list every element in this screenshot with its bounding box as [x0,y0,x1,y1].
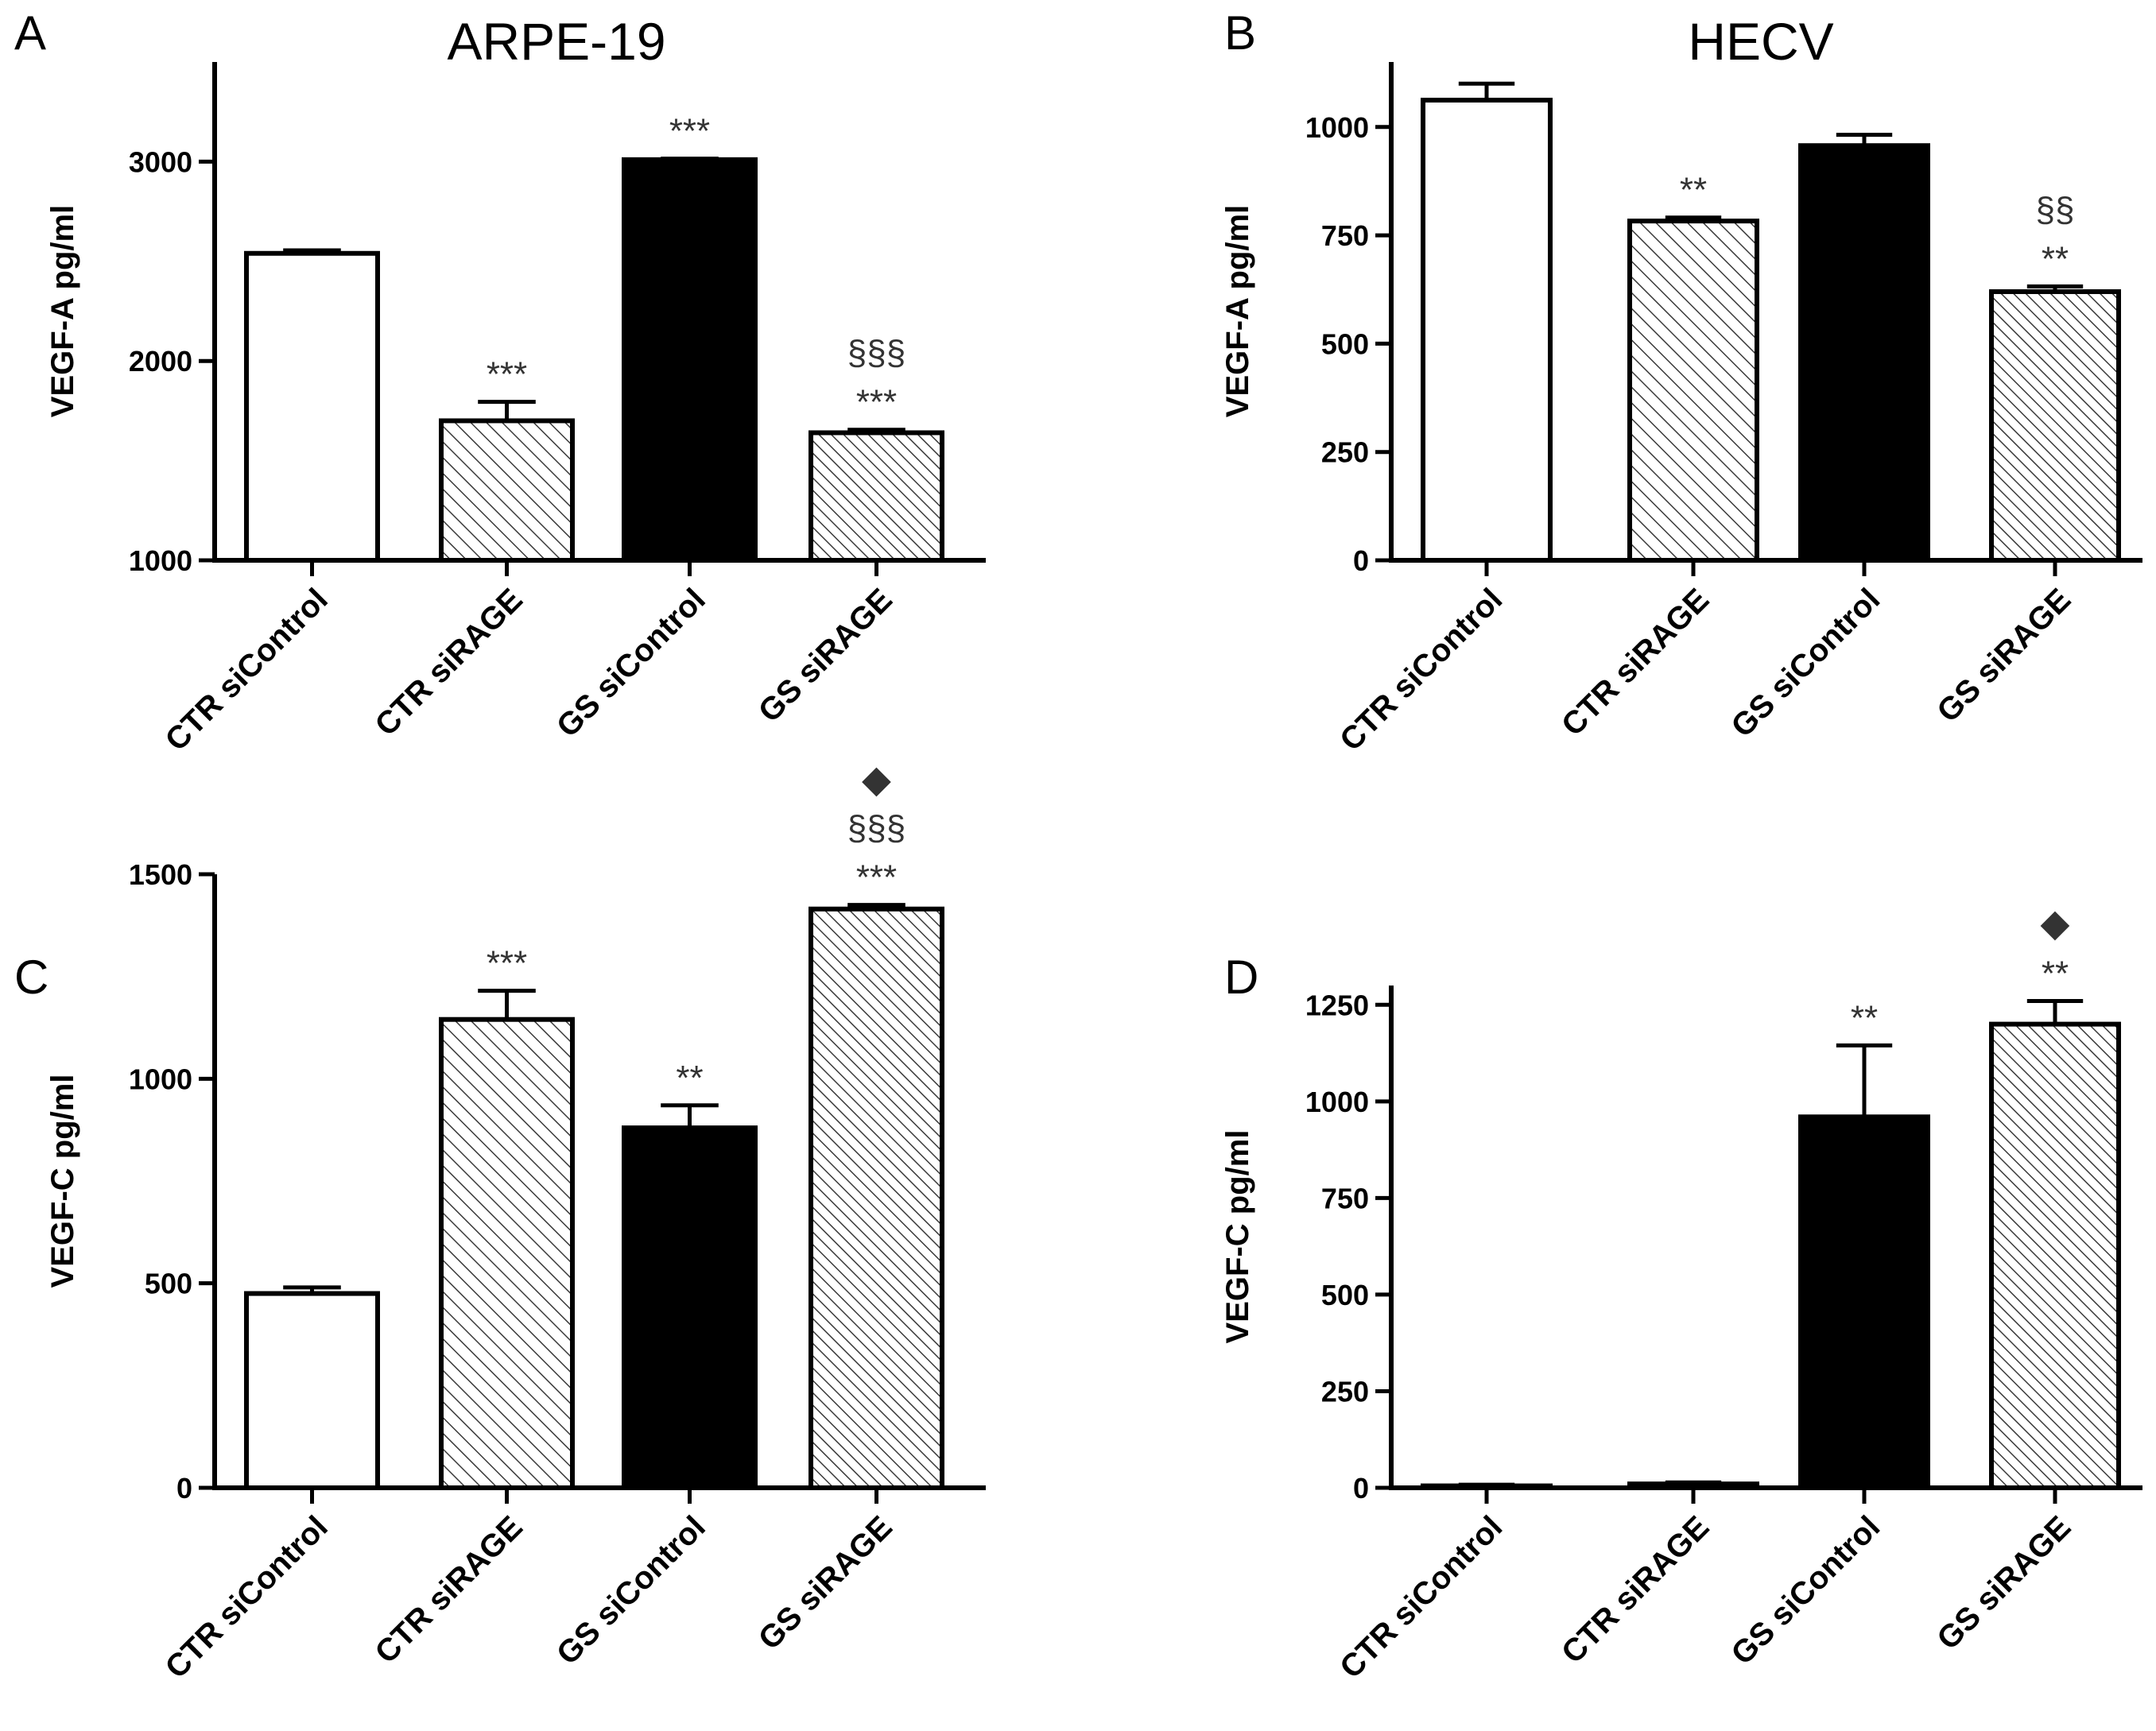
bar [439,418,575,563]
y-tick-label: 0 [1353,1472,1369,1504]
diamond-marker: ◆ [2041,900,2070,945]
bar [244,1291,380,1490]
y-tick-label: 1000 [1305,1086,1369,1118]
section-marker: §§§ [847,334,905,373]
panel-letter: C [14,951,48,1004]
bar [808,906,944,1491]
x-tick-label: GS siControl [1724,582,1887,744]
y-tick-label: 0 [1353,544,1369,577]
y-tick-label: 1000 [1305,111,1369,144]
significance-marker: ** [2042,239,2069,278]
x-tick-label: GS siRAGE [1930,582,2077,729]
x-tick-label: GS siRAGE [752,1509,899,1656]
significance-marker: ** [1680,171,1707,210]
y-tick-label: 3000 [129,145,192,178]
panel-letter: D [1224,951,1258,1004]
bar [1798,143,1930,563]
significance-marker: *** [487,944,527,983]
y-tick-label: 1250 [1305,989,1369,1021]
bar [622,1125,758,1491]
x-tick-label: CTR siRAGE [368,582,529,742]
y-tick-label: 500 [1321,327,1369,360]
panel-title: ARPE-19 [447,12,665,71]
x-tick-label: CTR siControl [1333,1509,1509,1685]
bar [1989,1021,2121,1490]
chart-panel-b: B HECV 0 250 500 750 1000 VEGF-A pg/ml CTR siCon… [1220,6,2142,757]
x-tick-label: CTR siControl [1333,582,1509,757]
panel-letter: B [1224,6,1256,60]
significance-marker: *** [856,383,897,422]
x-tick-label: GS siControl [550,1509,712,1671]
y-tick-label: 1000 [129,544,192,577]
bar [808,430,944,563]
y-axis-label: VEGF-A pg/ml [45,205,80,417]
panel-title: HECV [1688,12,1833,71]
significance-marker: *** [669,112,710,151]
y-tick-label: 750 [1321,219,1369,252]
y-axis-label: VEGF-C pg/ml [45,1075,80,1288]
bar [622,157,758,563]
significance-marker: ** [2042,954,2069,993]
bar [1627,219,1759,563]
y-tick-label: 500 [1321,1279,1369,1311]
diamond-marker: ◆ [862,757,891,802]
bar [244,250,380,563]
significance-marker: ** [676,1059,703,1098]
bar [439,1017,575,1490]
chart-panel-a: A ARPE-19 1000 2000 3000 VEGF-A pg/ml CTR siCo… [14,6,986,757]
x-tick-label: CTR siRAGE [1555,582,1716,742]
y-tick-label: 500 [145,1268,192,1300]
y-tick-label: 2000 [129,345,192,378]
significance-marker: ** [1851,998,1878,1037]
y-axis-label: VEGF-A pg/ml [1220,205,1255,417]
chart-panel-d: D 0 250 500 750 1000 1250 VEGF-C pg/ml CTR siCon… [1220,900,2142,1685]
bar [1989,288,2121,563]
x-tick-label: CTR siControl [159,1509,335,1685]
bar [1421,97,1553,563]
bar [1627,1481,1759,1490]
x-tick-label: GS siControl [1724,1509,1887,1671]
section-marker: §§§ [847,809,905,848]
y-tick-label: 1000 [129,1063,192,1095]
x-tick-label: CTR siRAGE [368,1509,529,1670]
x-tick-label: CTR siControl [159,582,335,757]
y-tick-label: 1500 [129,858,192,891]
y-tick-label: 750 [1321,1182,1369,1214]
significance-marker: *** [856,858,897,897]
bar [1421,1483,1553,1490]
x-tick-label: GS siRAGE [752,582,899,729]
y-tick-label: 250 [1321,436,1369,469]
y-axis-label: VEGF-C pg/ml [1220,1130,1255,1344]
y-tick-label: 250 [1321,1375,1369,1408]
significance-marker: *** [487,355,527,394]
x-tick-label: GS siControl [550,582,712,744]
section-marker: §§ [2036,190,2075,229]
x-tick-label: GS siRAGE [1930,1509,2077,1656]
x-tick-label: CTR siRAGE [1555,1509,1716,1670]
y-tick-label: 0 [176,1472,192,1504]
chart-panel-c: C 0 500 1000 1500 VEGF-C pg/ml CTR siControl CT… [14,757,986,1685]
panel-letter: A [14,6,46,60]
bar [1798,1114,1930,1491]
